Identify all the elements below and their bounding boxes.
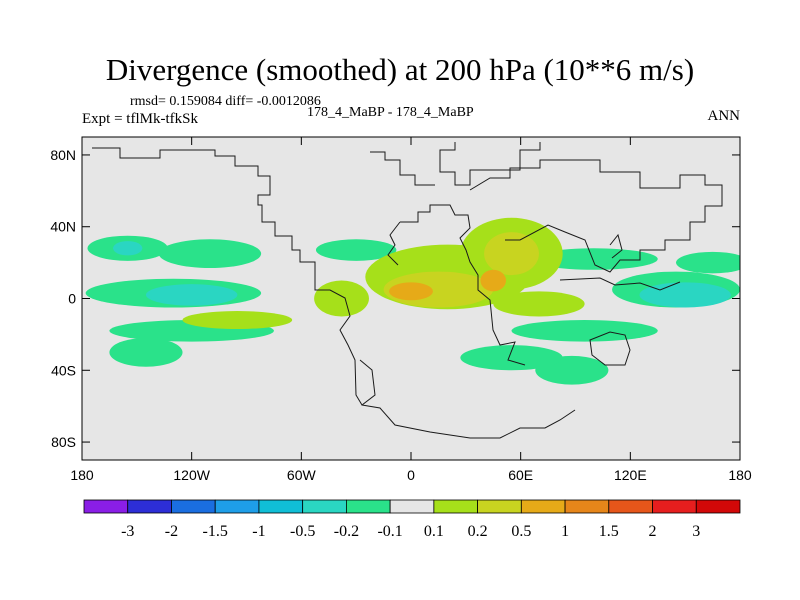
colorbar-box [214,499,260,514]
colorbar-label: 3 [692,523,700,540]
coastline-2 [370,151,435,186]
field-region--0p1 [315,239,397,261]
colorbar-label: -1 [252,523,265,540]
field-region-0p1 [182,311,293,330]
colorbar-label: 1 [561,523,569,540]
colorbar-box [171,499,216,514]
field-region--0p1 [511,320,658,342]
divergence-field [85,217,740,385]
coastline-4 [400,204,526,366]
colorbar-label: 2 [649,523,657,540]
colorbar-label: -3 [121,523,134,540]
colorbar-label: 0.1 [424,523,444,540]
field-region--0p1 [460,345,563,371]
coastline-7 [589,331,631,366]
coastline-6 [469,159,723,273]
colorbar-box [477,499,522,514]
colorbar-box [302,499,347,514]
case-comparison: 178_4_MaBP - 178_4_MaBP [307,105,474,120]
y-tick-label: 80S [51,434,76,450]
x-tick-label: 0 [407,467,415,483]
colorbar-box [564,499,610,514]
period-label: ANN [707,108,741,124]
colorbar-label: -0.1 [377,523,402,540]
x-tick-label: 120E [614,467,647,483]
colorbar-label: -1.5 [203,523,228,540]
y-tick-label: 0 [68,291,76,307]
coastline-9 [559,277,681,291]
colorbar-box [345,499,391,514]
field-region-0p2 [484,232,539,276]
colorbar-box [127,499,172,514]
field-region--0p2 [145,284,238,306]
field-region--0p1 [109,337,183,367]
x-tick-label: 180 [728,467,752,483]
coastlines [92,142,723,439]
colorbar-label: -0.5 [290,523,315,540]
colorbar-box [652,499,697,514]
colorbar-box [389,499,435,514]
field-region-0p5 [389,282,433,301]
y-tick-label: 40S [51,362,76,378]
field-region-0p1 [493,291,585,317]
field-region--0p1 [676,251,740,274]
experiment-label: Expt = tflMk-tfkSk [82,111,198,127]
coastline-10 [609,233,623,259]
x-tick-label: 60W [287,467,317,483]
colorbar-label: -0.2 [334,523,359,540]
coastline-5 [387,221,401,266]
coastline-3 [315,289,376,406]
colorbar-box [695,499,741,514]
colorbar-label: -2 [165,523,178,540]
coastline-8 [361,404,576,439]
x-tick-label: 60E [508,467,533,483]
coastline-0 [439,142,541,186]
colorbar-box [258,499,304,514]
coastline-1 [92,147,322,291]
colorbar-box [433,499,479,514]
y-tick-label: 80N [50,147,76,163]
colorbar-box [520,499,566,514]
x-axis: 180 120W 60W 0 60E 120E 180 [70,137,752,483]
rmsd-diff-stats: rmsd= 0.159084 diff= -0.0012086 [130,94,321,109]
chart-title: Divergence (smoothed) at 200 hPa (10**6 … [105,52,695,87]
colorbar-box [608,499,653,514]
field-region--0p1 [158,239,262,268]
colorbar-label: 0.2 [468,523,488,540]
x-tick-label: 120W [173,467,210,483]
field-region-0p5 [480,269,507,292]
y-axis: 80N 40N 0 40S 80S [50,147,740,450]
colorbar-box [83,499,129,514]
colorbar-label: 0.5 [511,523,531,540]
colorbar-label: 1.5 [599,523,619,540]
field-region--0p2 [113,241,143,256]
x-tick-label: 180 [70,467,94,483]
y-tick-label: 40N [50,219,76,235]
